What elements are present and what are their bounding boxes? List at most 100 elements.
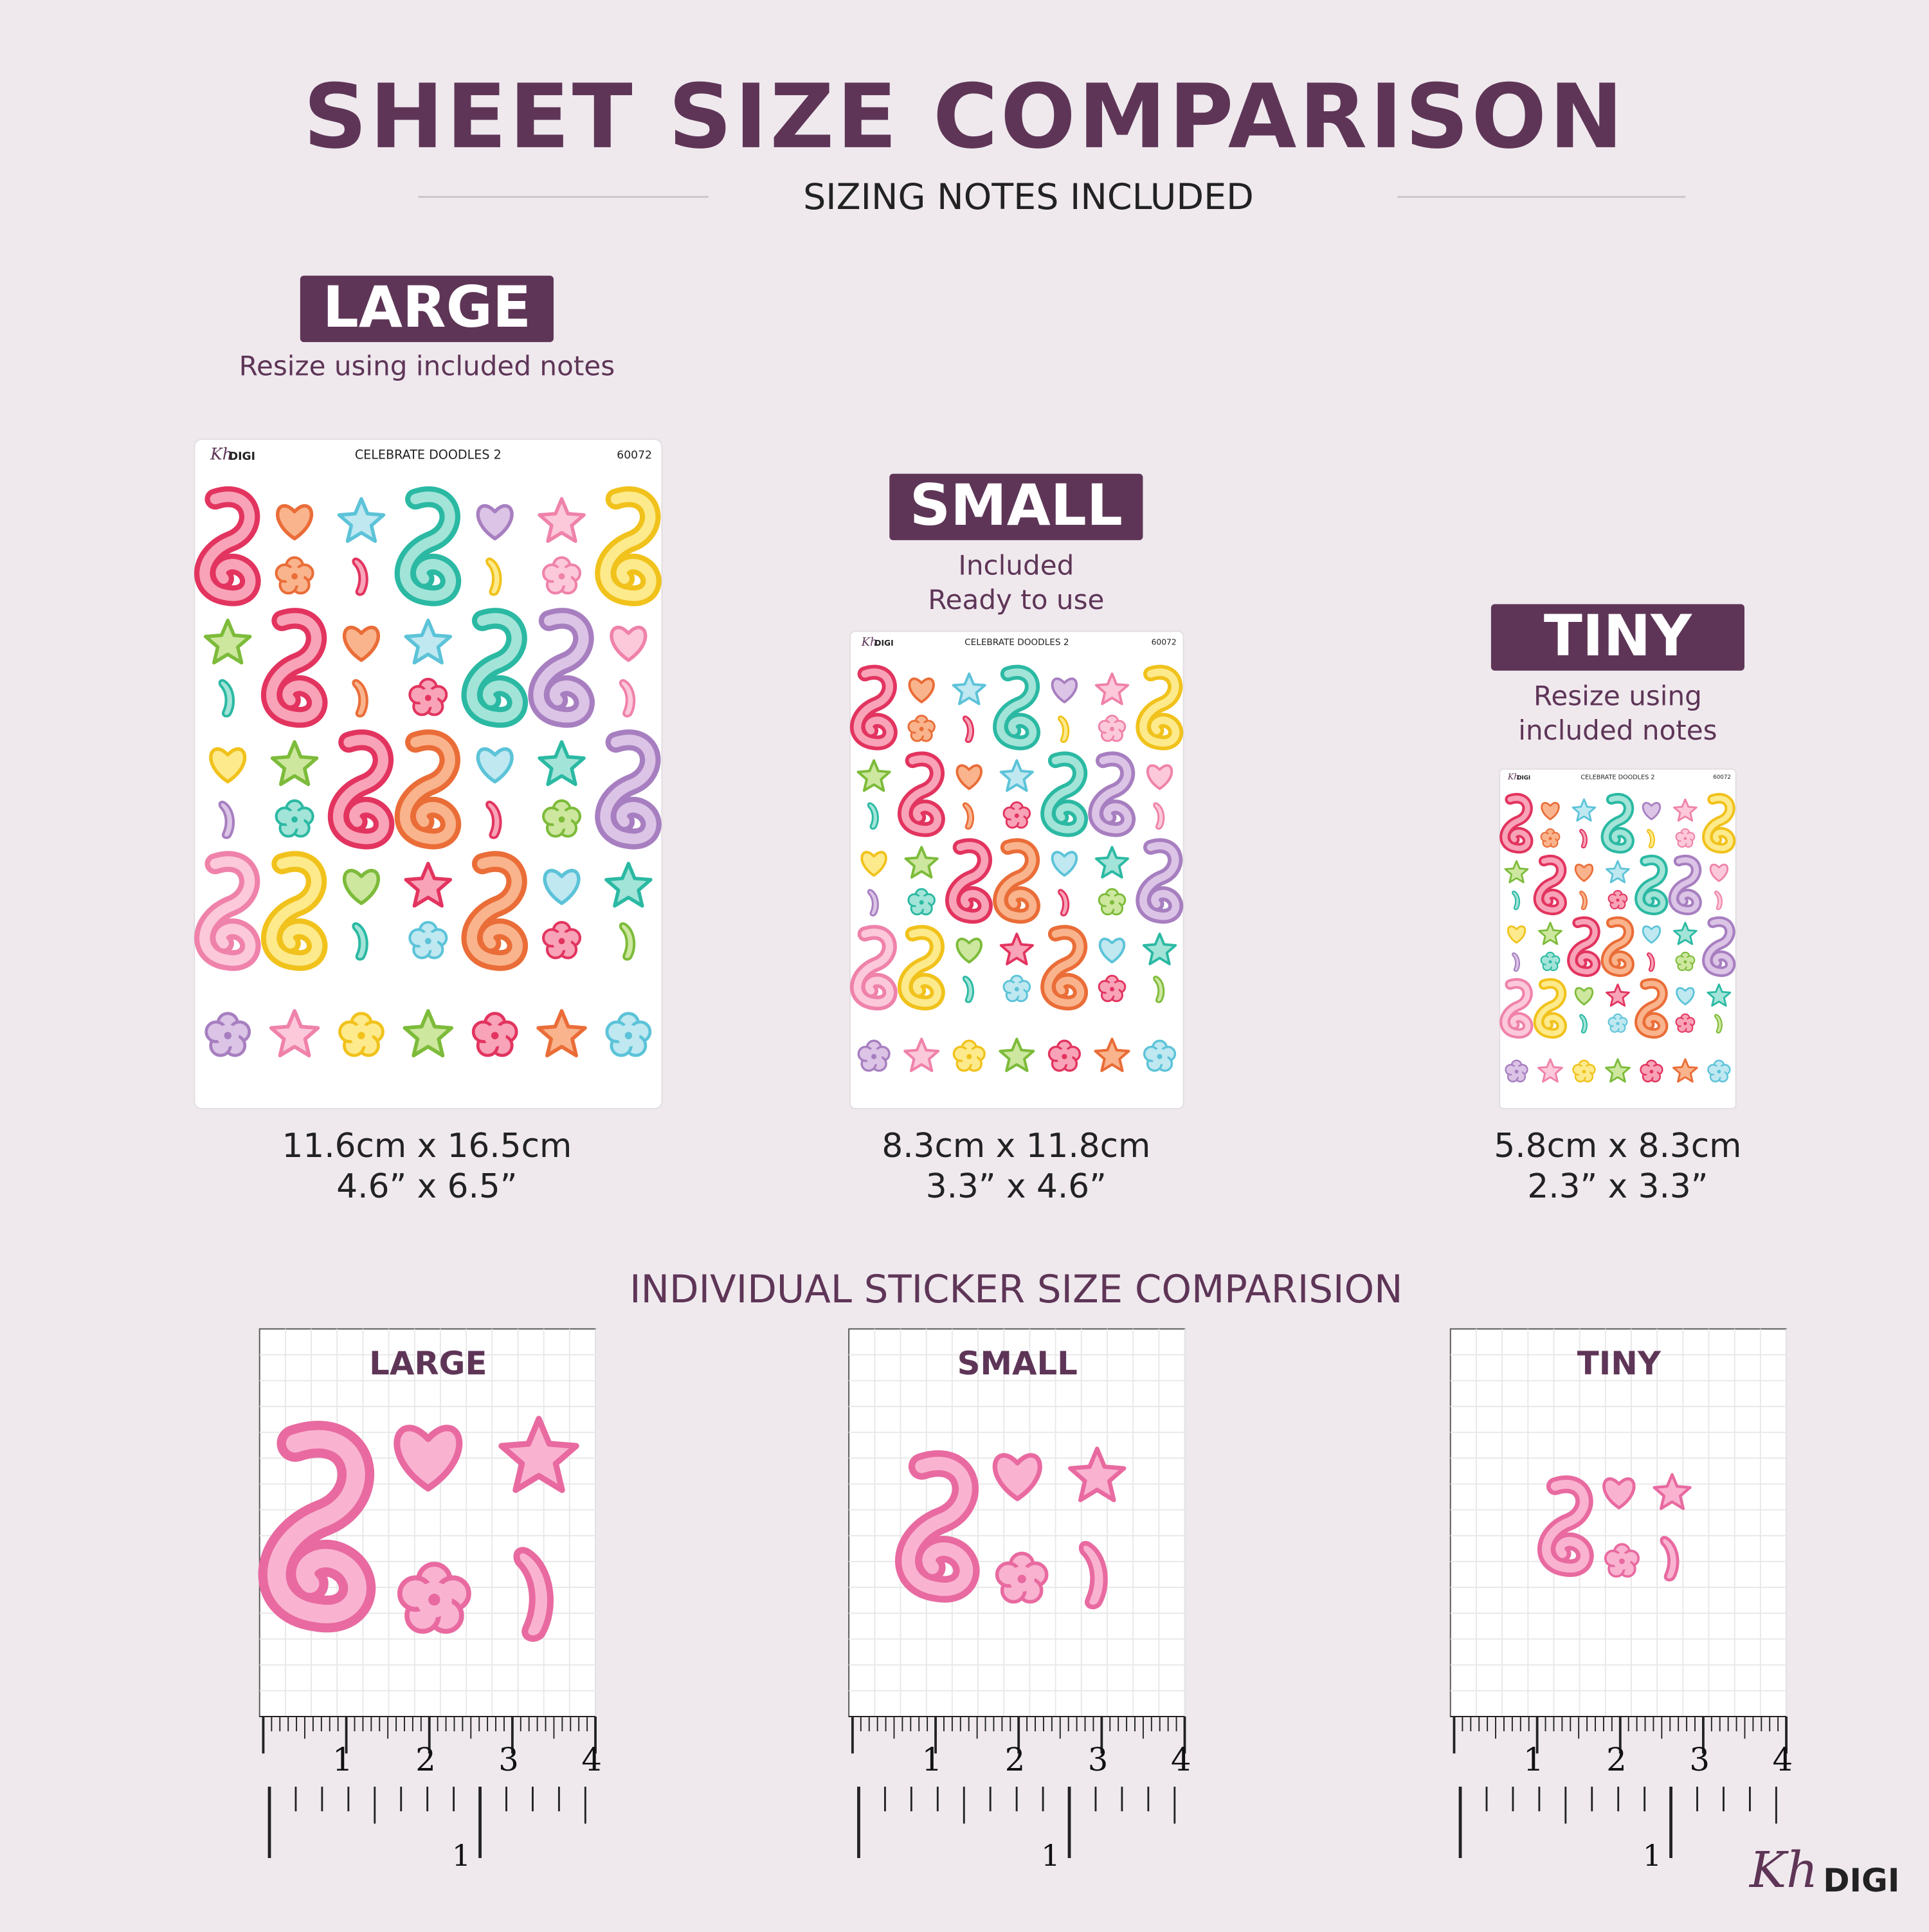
sticker bbox=[867, 889, 879, 916]
sticker bbox=[1579, 890, 1588, 910]
bean bbox=[218, 679, 235, 718]
heart bbox=[1574, 987, 1594, 1006]
sticker bbox=[260, 608, 328, 728]
swirl bbox=[901, 929, 941, 1007]
flower-center bbox=[919, 900, 924, 905]
sticker bbox=[619, 679, 636, 718]
star bbox=[1094, 1037, 1130, 1072]
sheet-title: CELEBRATE DOODLES 2 bbox=[355, 447, 502, 462]
swirl bbox=[466, 856, 523, 966]
size-badge bbox=[889, 473, 1143, 540]
sticker bbox=[595, 486, 662, 606]
sticker bbox=[604, 862, 653, 908]
sticker bbox=[275, 799, 314, 838]
sticker bbox=[908, 677, 935, 704]
heart bbox=[1098, 937, 1126, 964]
heart bbox=[1642, 801, 1662, 821]
swirl bbox=[996, 668, 1037, 747]
sticker bbox=[1653, 1473, 1692, 1510]
swirl bbox=[267, 1430, 367, 1623]
swirl bbox=[399, 491, 456, 601]
swirl bbox=[1637, 980, 1666, 1036]
sticker bbox=[955, 937, 983, 964]
bean bbox=[1058, 889, 1070, 916]
sticker bbox=[945, 838, 993, 924]
sticker bbox=[1040, 925, 1088, 1010]
ruler-number: 1 bbox=[452, 1838, 471, 1873]
ruler-number: 1 bbox=[921, 1741, 942, 1778]
sticker bbox=[856, 759, 891, 792]
star bbox=[536, 1009, 587, 1058]
swirl bbox=[332, 734, 390, 844]
star bbox=[1142, 933, 1177, 965]
sticker bbox=[1673, 798, 1698, 822]
heart bbox=[992, 1453, 1042, 1502]
sticker bbox=[204, 1012, 251, 1057]
star bbox=[999, 759, 1034, 792]
sticker bbox=[962, 715, 974, 743]
flower-center bbox=[1157, 1053, 1163, 1059]
heart bbox=[1146, 764, 1173, 790]
bean bbox=[1153, 802, 1165, 830]
star bbox=[203, 618, 252, 665]
sticker bbox=[338, 1012, 385, 1057]
flower-center bbox=[491, 1032, 499, 1039]
sticker bbox=[1608, 889, 1628, 909]
sticker bbox=[1094, 672, 1130, 706]
heart bbox=[1574, 863, 1594, 882]
sticker bbox=[1540, 828, 1561, 848]
sticker bbox=[408, 677, 448, 716]
sticker bbox=[394, 1425, 463, 1492]
sticker bbox=[1504, 860, 1529, 884]
bean bbox=[1512, 952, 1520, 972]
sticker bbox=[1572, 1059, 1596, 1082]
ruler-number: 3 bbox=[1689, 1741, 1710, 1778]
ruler-number: 2 bbox=[415, 1741, 436, 1778]
sticker bbox=[543, 868, 581, 906]
sticker bbox=[1068, 1446, 1127, 1502]
sticker bbox=[1702, 793, 1736, 854]
sticker bbox=[1058, 715, 1070, 743]
bean bbox=[962, 976, 974, 1003]
swirl bbox=[199, 856, 256, 966]
sheet-title: CELEBRATE DOODLES 2 bbox=[1580, 774, 1654, 781]
sticker bbox=[952, 672, 986, 706]
sticker bbox=[849, 925, 898, 1010]
sticker bbox=[342, 625, 380, 662]
sticker bbox=[498, 1416, 579, 1493]
ruler-number: 1 bbox=[1643, 1838, 1662, 1873]
sticker bbox=[1574, 863, 1594, 882]
flower-center bbox=[1017, 1574, 1026, 1583]
bean bbox=[1058, 715, 1070, 743]
heart bbox=[1676, 987, 1695, 1006]
star bbox=[903, 1037, 940, 1072]
heart bbox=[860, 851, 887, 877]
sticker bbox=[194, 851, 261, 971]
swirl bbox=[466, 613, 523, 723]
size-note: Resize using included notes bbox=[239, 351, 615, 382]
star bbox=[1571, 798, 1597, 822]
star bbox=[337, 497, 386, 543]
sticker bbox=[1143, 1039, 1177, 1072]
bean bbox=[867, 802, 879, 830]
flower-center bbox=[1548, 837, 1552, 841]
sticker bbox=[461, 851, 528, 971]
star bbox=[1605, 1058, 1631, 1083]
star bbox=[1673, 922, 1698, 945]
sticker bbox=[1608, 1013, 1628, 1033]
heart bbox=[209, 747, 247, 784]
ruler-number: 1 bbox=[1041, 1838, 1060, 1873]
sticker bbox=[1499, 978, 1534, 1039]
star bbox=[1094, 846, 1130, 879]
sticker bbox=[476, 747, 514, 784]
bean bbox=[513, 1547, 554, 1642]
brand-script: Kh bbox=[210, 444, 233, 463]
sticker bbox=[218, 679, 235, 718]
flower-center bbox=[871, 1053, 877, 1059]
sticker bbox=[907, 715, 936, 742]
sticker bbox=[995, 1551, 1049, 1604]
bean bbox=[1579, 828, 1588, 849]
brand-script: Kh bbox=[861, 636, 878, 649]
section-title: INDIVIDUAL STICKER SIZE COMPARISION bbox=[629, 1267, 1402, 1311]
